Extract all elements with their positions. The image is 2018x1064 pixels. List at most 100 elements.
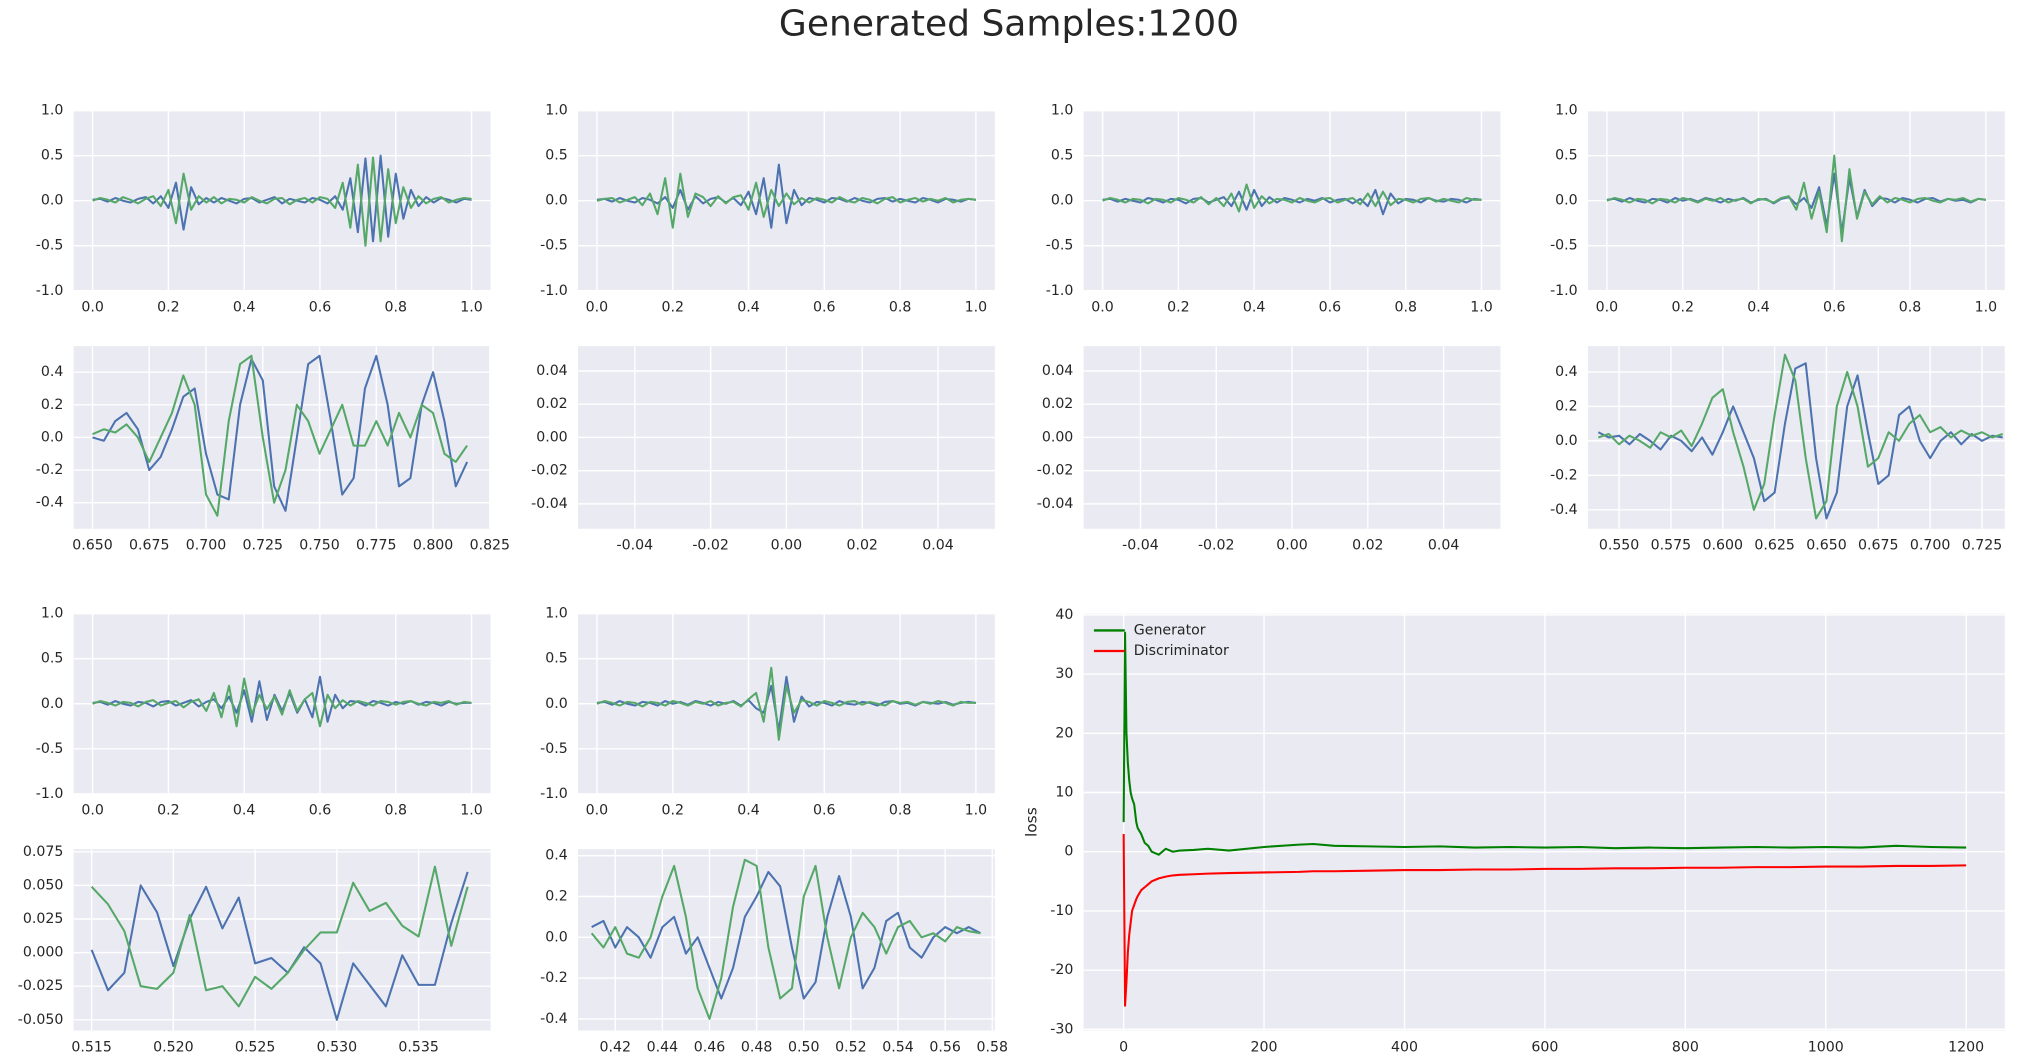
y-tick-label: -1.0 — [1046, 283, 1074, 299]
y-tick-label: -0.04 — [1037, 496, 1074, 512]
x-tick-label: -0.04 — [617, 538, 654, 554]
figure-title: Generated Samples:1200 — [779, 4, 1239, 45]
x-tick-label: 0.0 — [1091, 299, 1114, 315]
series-line — [92, 354, 469, 512]
x-tick-label: 0.2 — [157, 299, 180, 315]
x-tick-label: -0.04 — [1122, 538, 1159, 554]
y-tick-label: 0.0 — [1555, 193, 1578, 209]
y-tick-label: -0.5 — [540, 741, 568, 757]
x-tick-label: 0.56 — [929, 1039, 961, 1055]
y-tick-label: 0.5 — [1051, 148, 1074, 164]
y-tick-label: 0.4 — [41, 364, 64, 380]
y-tick-label: 0.0 — [545, 929, 568, 945]
x-tick-label: 0.50 — [788, 1039, 820, 1055]
x-tick-label: 0.575 — [1651, 538, 1691, 554]
x-tick-label: -0.02 — [692, 538, 729, 554]
x-tick-label: 0.525 — [235, 1039, 275, 1055]
y-tick-label: -0.2 — [36, 462, 64, 478]
y-tick-label: 1.0 — [1555, 103, 1578, 119]
x-tick-label: 600 — [1531, 1039, 1558, 1055]
y-tick-label: 0.5 — [41, 148, 64, 164]
x-tick-label: 0.8 — [1899, 299, 1922, 315]
x-tick-label: 0.46 — [694, 1039, 726, 1055]
x-tick-label: 800 — [1672, 1039, 1699, 1055]
x-tick-label: 0.600 — [1703, 538, 1743, 554]
y-tick-label: 30 — [1055, 666, 1073, 682]
x-tick-label: 0.4 — [233, 299, 256, 315]
y-tick-label: -0.2 — [1550, 467, 1578, 483]
x-tick-label: 0 — [1119, 1039, 1128, 1055]
series-line — [90, 865, 469, 1008]
y-tick-label: 0.025 — [23, 911, 63, 927]
y-tick-label: 0.0 — [545, 193, 568, 209]
series-line — [92, 354, 468, 517]
x-tick-label: 0.8 — [385, 803, 408, 819]
y-tick-label: 0.075 — [23, 844, 63, 860]
y-tick-label: -0.4 — [540, 1011, 568, 1027]
x-tick-label: 1200 — [1948, 1039, 1984, 1055]
y-tick-label: 10 — [1055, 785, 1073, 801]
x-tick-label: 0.48 — [741, 1039, 773, 1055]
y-tick-label: 0.000 — [23, 945, 63, 961]
x-tick-label: 0.04 — [922, 538, 954, 554]
x-tick-label: 0.02 — [1352, 538, 1383, 554]
x-tick-label: 0.650 — [1806, 538, 1846, 554]
subplot: 0.0 0.2 0.4 0.6 0.8 1.0 -1.0 -0.5 0.0 0.5 1.0 — [1046, 103, 1501, 315]
x-tick-label: 1000 — [1808, 1039, 1844, 1055]
series-line — [596, 666, 976, 741]
y-tick-label: -0.02 — [1037, 463, 1074, 479]
x-tick-label: 0.675 — [129, 538, 169, 554]
x-tick-label: 0.2 — [157, 803, 180, 819]
y-tick-label: -1.0 — [1550, 283, 1578, 299]
x-tick-label: 0.8 — [385, 299, 408, 315]
x-tick-label: 1.0 — [460, 803, 483, 819]
series-line — [90, 871, 469, 1021]
x-tick-label: 0.6 — [813, 803, 836, 819]
x-tick-label: 0.515 — [71, 1039, 111, 1055]
y-tick-label: 0.5 — [1555, 148, 1578, 164]
y-tick-label: 0.0 — [1555, 433, 1578, 449]
series-line — [1598, 353, 2004, 520]
x-tick-label: 0.8 — [1394, 299, 1417, 315]
subplot: 0.0 0.2 0.4 0.6 0.8 1.0 -1.0 -0.5 0.0 0.5 1.0 — [36, 606, 491, 819]
subplot: 0.0 0.2 0.4 0.6 0.8 1.0 -1.0 -0.5 0.0 0.5 1.0 — [540, 103, 995, 315]
x-tick-label: 0.2 — [661, 299, 684, 315]
y-tick-label: 0.4 — [1555, 364, 1578, 380]
x-tick-label: 0.42 — [599, 1039, 631, 1055]
y-tick-label: -1.0 — [36, 283, 64, 299]
y-tick-label: 0.0 — [545, 696, 568, 712]
y-tick-label: 1.0 — [545, 606, 568, 622]
x-tick-label: 0.0 — [586, 803, 609, 819]
x-tick-label: 0.2 — [661, 803, 684, 819]
x-tick-label: 0.625 — [1754, 538, 1794, 554]
y-axis-label: loss — [1023, 807, 1041, 837]
y-tick-label: -10 — [1050, 903, 1073, 919]
y-tick-label: 0.5 — [545, 651, 568, 667]
series-line — [1102, 183, 1482, 213]
x-tick-label: 0.725 — [243, 538, 283, 554]
legend-label: Generator — [1134, 622, 1206, 638]
y-tick-label: -0.5 — [1550, 238, 1578, 254]
y-tick-label: 20 — [1055, 725, 1073, 741]
x-tick-label: 0.04 — [1428, 538, 1460, 554]
x-tick-label: 0.535 — [398, 1039, 438, 1055]
subplot: -0.04 -0.02 0.00 0.02 0.04 -0.04 -0.02 0.00 0.02… — [1037, 346, 1501, 554]
x-tick-label: 0.6 — [1319, 299, 1342, 315]
x-tick-label: 0.700 — [1910, 538, 1950, 554]
y-tick-label: 0.02 — [536, 396, 568, 412]
x-tick-label: 0.800 — [413, 538, 453, 554]
x-tick-label: 0.550 — [1599, 538, 1639, 554]
x-tick-label: 0.750 — [299, 538, 339, 554]
x-tick-label: 0.8 — [889, 803, 912, 819]
subplot: 0.550 0.575 0.600 0.625 0.650 0.675 0.700 0.725… — [1550, 346, 2005, 554]
series-line — [596, 172, 977, 229]
x-tick-label: 0.0 — [1596, 299, 1619, 315]
y-tick-label: 0.04 — [536, 363, 568, 379]
x-tick-label: 0.2 — [1671, 299, 1694, 315]
series-line — [92, 156, 472, 247]
x-tick-label: 0.4 — [1747, 299, 1770, 315]
y-tick-label: 0.00 — [536, 429, 568, 445]
series-line — [1122, 631, 1967, 856]
y-tick-label: -0.050 — [18, 1012, 64, 1028]
